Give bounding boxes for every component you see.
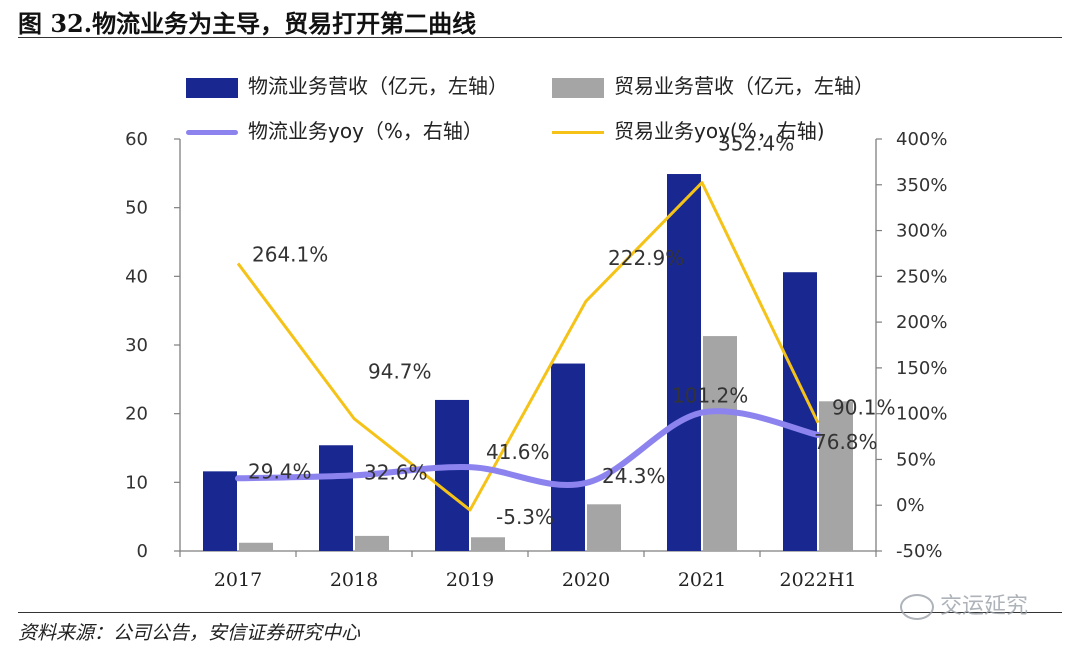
combo-chart: 0 10 20 30 40 50 60 -50% 0% 50% 100% 150% 200% 250% 30… (125, 129, 947, 591)
data-label-trade-yoy: -5.3% (496, 505, 554, 529)
bar-trade-revenue (355, 535, 389, 551)
right-axis-tick-label: 150% (896, 358, 947, 379)
legend-item-logistics-revenue: 物流业务营收（亿元，左轴） (186, 70, 508, 99)
data-labels: 264.1% 94.7% -5.3% 222.9% 352.4% 90.1% 29.4% 32… (248, 132, 896, 529)
legend-label: 贸易业务营收（亿元，左轴） (614, 74, 874, 98)
legend-item-logistics-yoy: 物流业务yoy（%，右轴） (186, 115, 483, 144)
data-label-trade-yoy: 90.1% (832, 396, 896, 420)
bar-logistics-revenue (435, 399, 469, 551)
data-label-logistics-yoy: 41.6% (486, 440, 550, 464)
bar-trade-revenue (587, 504, 621, 551)
x-axis-tick-label: 2021 (678, 569, 726, 591)
left-axis-tick-label: 60 (125, 129, 148, 150)
left-axis-tick-label: 40 (125, 266, 148, 287)
x-axis-tick-label: 2018 (330, 569, 378, 591)
left-axis-tick-label: 50 (125, 198, 148, 219)
legend-label: 物流业务营收（亿元，左轴） (248, 74, 508, 98)
right-axis-tick-label: 200% (896, 312, 947, 333)
legend-label: 物流业务yoy（%，右轴） (248, 119, 483, 143)
data-label-logistics-yoy: 32.6% (364, 460, 428, 484)
watermark-text: 交运延究 (940, 594, 1029, 619)
x-axis-tick-label: 2022H1 (779, 569, 856, 591)
right-axis-tick-label: 350% (896, 175, 947, 196)
data-label-trade-yoy: 222.9% (608, 246, 684, 270)
data-label-logistics-yoy: 76.8% (814, 430, 878, 454)
bar-trade-revenue (471, 537, 505, 551)
bars (203, 174, 853, 551)
line-logistics-yoy (235, 408, 821, 489)
left-axis-tick-label: 30 (125, 335, 148, 356)
right-axis-tick-label: -50% (896, 541, 943, 562)
legend-swatch-logistics-bar (186, 77, 238, 98)
line-trade-yoy (236, 181, 820, 512)
lines (235, 181, 821, 512)
legend-swatch-logistics-line (186, 130, 238, 135)
source-note: 资料来源：公司公告，安信证券研究中心 (18, 622, 361, 644)
watermark: 交运延究 (900, 588, 1028, 620)
data-label-logistics-yoy: 24.3% (602, 464, 666, 488)
bar-logistics-revenue (551, 363, 585, 551)
bar-logistics-revenue (203, 471, 237, 551)
right-axis-tick-label: 300% (896, 221, 947, 242)
bar-logistics-revenue (667, 174, 701, 551)
right-axis-tick-label: 0% (896, 495, 925, 516)
left-axis-tick-label: 20 (125, 404, 148, 425)
bar-trade-revenue (703, 336, 737, 551)
right-axis-tick-label: 50% (896, 449, 936, 470)
legend-label: 贸易业务yoy(%，右轴) (614, 119, 825, 143)
x-axis-tick-label: 2019 (446, 569, 494, 591)
data-label-logistics-yoy: 29.4% (248, 459, 312, 483)
left-axis-tick-label: 10 (125, 472, 148, 493)
legend-item-trade-yoy: 贸易业务yoy(%，右轴) (552, 115, 825, 144)
data-label-trade-yoy: 264.1% (252, 242, 328, 266)
legend-swatch-trade-bar (552, 77, 604, 98)
data-label-trade-yoy: 352.4% (718, 132, 794, 156)
title-divider (18, 37, 1062, 38)
data-label-trade-yoy: 94.7% (368, 360, 432, 384)
right-axis-tick-label: 100% (896, 404, 947, 425)
data-label-logistics-yoy: 101.2% (672, 384, 748, 408)
x-axis-tick-label: 2017 (214, 569, 262, 591)
right-axis-tick-label: 400% (896, 129, 947, 150)
x-axis-tick-label: 2020 (562, 569, 610, 591)
legend-swatch-trade-line (552, 131, 604, 134)
bar-trade-revenue (819, 401, 853, 551)
left-axis-tick-label: 0 (137, 541, 148, 562)
axes: 0 10 20 30 40 50 60 -50% 0% 50% 100% 150% 200% 250% 30… (125, 129, 947, 591)
bar-trade-revenue (239, 542, 273, 551)
figure-title: 图 32.物流业务为主导，贸易打开第二曲线 (18, 9, 477, 38)
bar-logistics-revenue (319, 445, 353, 551)
legend-item-trade-revenue: 贸易业务营收（亿元，左轴） (552, 70, 874, 99)
wechat-icon (900, 594, 934, 620)
right-axis-tick-label: 250% (896, 266, 947, 287)
source-divider (18, 612, 1062, 613)
